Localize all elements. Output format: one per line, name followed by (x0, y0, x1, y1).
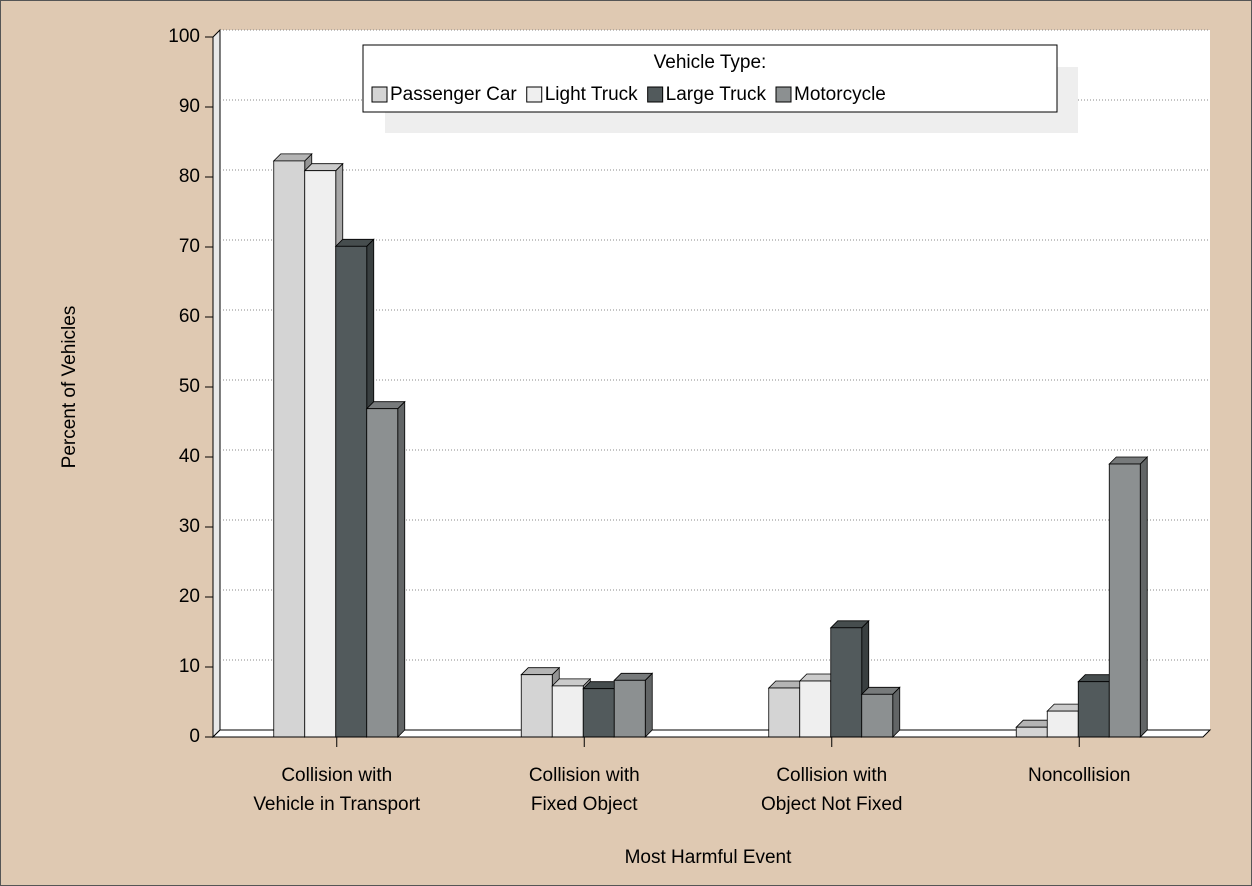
bar (365, 400, 406, 738)
bar-side (397, 400, 406, 738)
y-tick-label: 50 (179, 376, 200, 397)
y-tick-label: 60 (179, 306, 200, 327)
legend-label: Motorcycle (794, 84, 886, 105)
y-tick-label: 30 (179, 516, 200, 537)
bar-top (365, 401, 406, 410)
bar-front (1046, 710, 1079, 738)
bar-front (366, 408, 399, 738)
bar-top (272, 153, 313, 162)
y-tick-label: 70 (179, 236, 200, 257)
bar-front (1077, 681, 1110, 738)
x-tick-label: Noncollision (1028, 765, 1130, 786)
y-tick-label: 80 (179, 166, 200, 187)
legend-swatch (775, 86, 792, 103)
bar-top (551, 678, 592, 687)
bar-top (520, 667, 561, 676)
legend-swatch (647, 86, 664, 103)
x-tick-label: Object Not Fixed (761, 794, 903, 815)
side-wall (212, 28, 221, 739)
legend-label: Light Truck (545, 84, 638, 105)
bar-front (1108, 463, 1141, 738)
y-tick-label: 90 (179, 96, 200, 117)
bar (798, 673, 839, 738)
bar-front (1015, 726, 1048, 738)
bar-front (861, 693, 894, 738)
bar (860, 686, 901, 738)
bar-front (582, 688, 615, 738)
x-tick-label: Collision with (529, 765, 640, 786)
bar-front (799, 680, 832, 738)
y-tick-label: 20 (179, 586, 200, 607)
bar-side (892, 686, 901, 738)
legend-label: Passenger Car (390, 84, 517, 105)
bar-side (644, 672, 653, 738)
bar-top (1108, 456, 1149, 465)
bar-front (520, 674, 553, 738)
bar (1108, 456, 1149, 738)
legend-swatch (526, 86, 543, 103)
y-tick-label: 40 (179, 446, 200, 467)
bar-front (304, 170, 337, 738)
bar-front (335, 245, 368, 738)
bar (829, 619, 870, 738)
bar-top (334, 238, 375, 247)
x-tick-label: Collision with (776, 765, 887, 786)
bar-front (273, 160, 306, 738)
bar-side (1139, 456, 1148, 738)
legend (362, 44, 1058, 113)
x-tick-label: Vehicle in Transport (253, 794, 421, 815)
legend-swatch (371, 86, 388, 103)
bar (613, 672, 654, 738)
bar-front (830, 627, 863, 738)
bar-top (303, 163, 344, 172)
y-tick-label: 100 (168, 26, 200, 47)
bar-front (613, 679, 646, 738)
x-tick-label: Fixed Object (531, 794, 638, 815)
bar-front (551, 685, 584, 738)
plot-wall (213, 30, 1210, 737)
legend-title: Vehicle Type: (654, 52, 767, 73)
y-axis-title: Percent of Vehicles (59, 306, 80, 469)
x-axis-title: Most Harmful Event (625, 847, 793, 868)
legend-label: Large Truck (666, 84, 767, 105)
bar-top (829, 620, 870, 629)
y-tick-label: 0 (189, 726, 200, 747)
x-tick-label: Collision with (281, 765, 392, 786)
y-tick-label: 10 (179, 656, 200, 677)
legend-items: Passenger Car Light Truck Large Truck Motor… (371, 84, 886, 105)
bar-front (768, 687, 801, 738)
bar-top (613, 672, 654, 681)
bars (272, 152, 1149, 738)
bar-top (860, 686, 901, 695)
